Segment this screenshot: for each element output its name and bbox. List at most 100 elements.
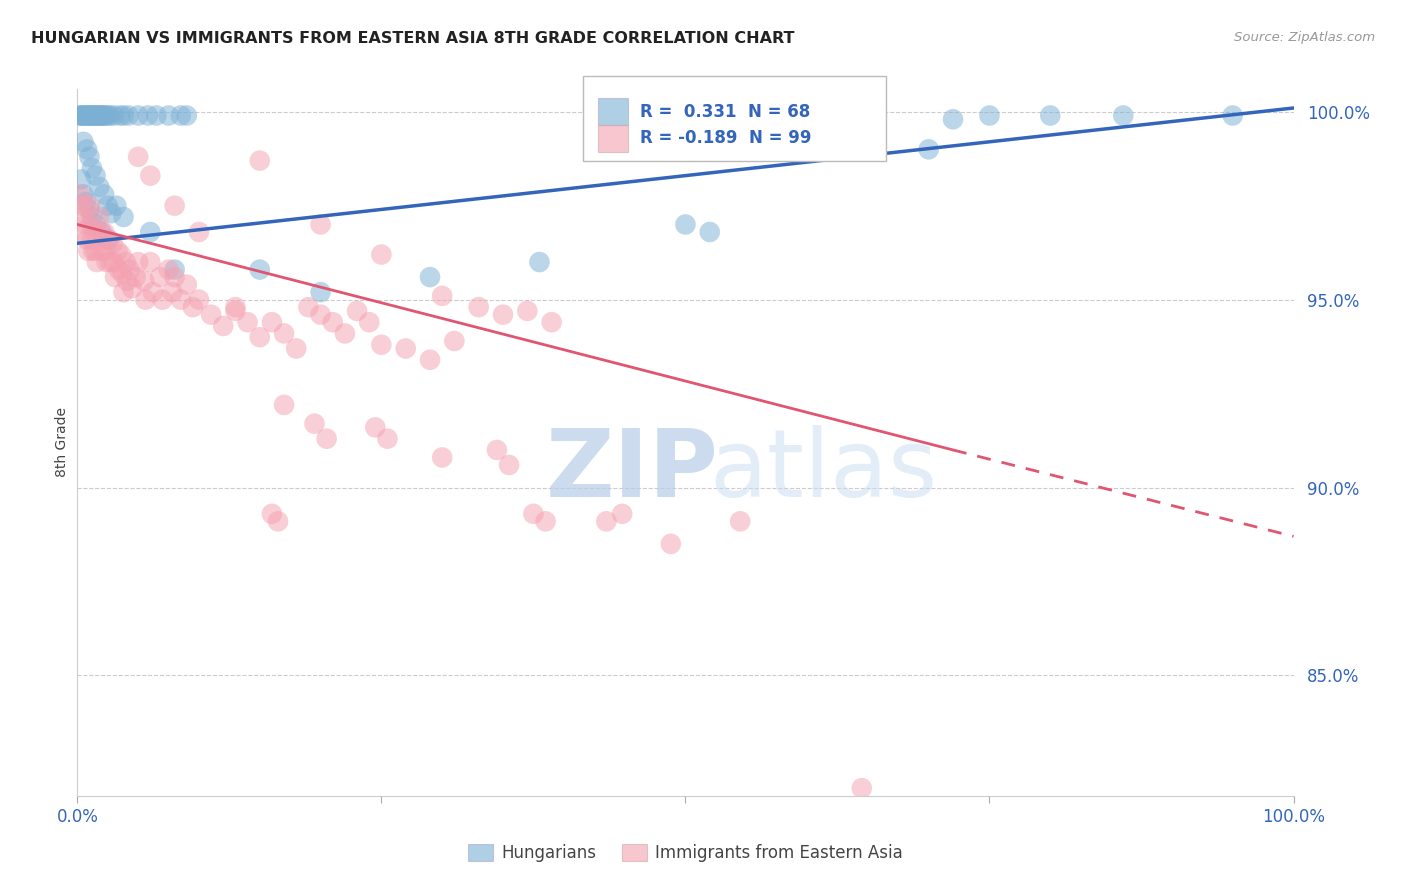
Point bbox=[918, 142, 941, 156]
Point bbox=[163, 199, 186, 213]
Point bbox=[529, 255, 551, 269]
Point bbox=[145, 108, 167, 122]
Point bbox=[176, 108, 198, 122]
Point bbox=[377, 432, 399, 446]
Point bbox=[163, 270, 186, 285]
Point bbox=[97, 199, 120, 213]
Point bbox=[70, 108, 93, 122]
Point bbox=[675, 218, 697, 232]
Point bbox=[188, 225, 211, 239]
Point bbox=[370, 247, 392, 261]
Point bbox=[322, 315, 344, 329]
Point bbox=[359, 315, 381, 329]
Point bbox=[77, 244, 100, 258]
Point bbox=[149, 270, 172, 285]
Text: atlas: atlas bbox=[710, 425, 938, 516]
Point bbox=[297, 300, 319, 314]
Point bbox=[728, 514, 751, 528]
Point bbox=[70, 108, 93, 122]
Point bbox=[516, 304, 538, 318]
Point bbox=[127, 255, 149, 269]
Point bbox=[75, 194, 97, 209]
Point bbox=[72, 187, 94, 202]
Point bbox=[70, 210, 93, 224]
Point bbox=[492, 308, 515, 322]
Point bbox=[69, 187, 91, 202]
Point bbox=[76, 142, 98, 156]
Point bbox=[82, 108, 104, 122]
Point bbox=[112, 285, 135, 299]
Point bbox=[104, 270, 127, 285]
Point bbox=[80, 210, 103, 224]
Point bbox=[1039, 108, 1062, 122]
Point bbox=[80, 233, 103, 247]
Point bbox=[107, 262, 129, 277]
Text: HUNGARIAN VS IMMIGRANTS FROM EASTERN ASIA 8TH GRADE CORRELATION CHART: HUNGARIAN VS IMMIGRANTS FROM EASTERN ASI… bbox=[31, 31, 794, 46]
Point bbox=[111, 266, 134, 280]
Point bbox=[134, 274, 156, 288]
Point bbox=[79, 108, 101, 122]
Point bbox=[83, 108, 105, 122]
Point bbox=[84, 108, 107, 122]
Point bbox=[260, 507, 283, 521]
Point bbox=[89, 225, 111, 239]
Point bbox=[309, 285, 332, 299]
Point bbox=[73, 108, 96, 122]
Point bbox=[419, 270, 441, 285]
Point bbox=[395, 342, 418, 356]
Point bbox=[100, 206, 122, 220]
Point bbox=[942, 112, 965, 127]
Point bbox=[80, 108, 103, 122]
Point bbox=[79, 202, 101, 217]
Point bbox=[224, 300, 246, 314]
Point bbox=[80, 161, 103, 175]
Point bbox=[103, 255, 125, 269]
Point bbox=[260, 315, 283, 329]
Point bbox=[72, 135, 94, 149]
Point bbox=[309, 308, 332, 322]
Point bbox=[170, 108, 193, 122]
Point bbox=[118, 262, 141, 277]
Point bbox=[115, 274, 138, 288]
Point bbox=[419, 352, 441, 367]
Point bbox=[90, 225, 112, 239]
Text: R =  0.331  N = 68: R = 0.331 N = 68 bbox=[640, 103, 810, 120]
Point bbox=[87, 108, 110, 122]
Point bbox=[97, 108, 120, 122]
Point bbox=[443, 334, 465, 348]
Y-axis label: 8th Grade: 8th Grade bbox=[55, 408, 69, 477]
Point bbox=[540, 315, 562, 329]
Point bbox=[485, 442, 508, 457]
Point bbox=[89, 210, 111, 224]
Point bbox=[89, 108, 111, 122]
Point bbox=[181, 300, 204, 314]
Point bbox=[249, 262, 271, 277]
Point bbox=[612, 507, 634, 521]
Point bbox=[98, 108, 121, 122]
Point bbox=[134, 293, 156, 307]
Point bbox=[979, 108, 1001, 122]
Point bbox=[83, 225, 105, 239]
Point bbox=[1222, 108, 1244, 122]
Point bbox=[82, 244, 104, 258]
Point bbox=[309, 218, 332, 232]
Point bbox=[101, 236, 124, 251]
Point bbox=[333, 326, 356, 341]
Point bbox=[139, 169, 162, 183]
Text: ZIP: ZIP bbox=[546, 425, 718, 516]
Point bbox=[90, 244, 112, 258]
Point bbox=[90, 108, 112, 122]
Point bbox=[125, 270, 148, 285]
Point bbox=[659, 537, 682, 551]
Point bbox=[70, 172, 93, 186]
Point bbox=[97, 233, 120, 247]
Point bbox=[267, 514, 290, 528]
Point bbox=[86, 108, 108, 122]
Point bbox=[467, 300, 489, 314]
Point bbox=[176, 277, 198, 292]
Point bbox=[273, 326, 295, 341]
Point bbox=[112, 108, 135, 122]
Text: R = -0.189  N = 99: R = -0.189 N = 99 bbox=[640, 129, 811, 147]
Point bbox=[139, 225, 162, 239]
Point bbox=[72, 225, 94, 239]
